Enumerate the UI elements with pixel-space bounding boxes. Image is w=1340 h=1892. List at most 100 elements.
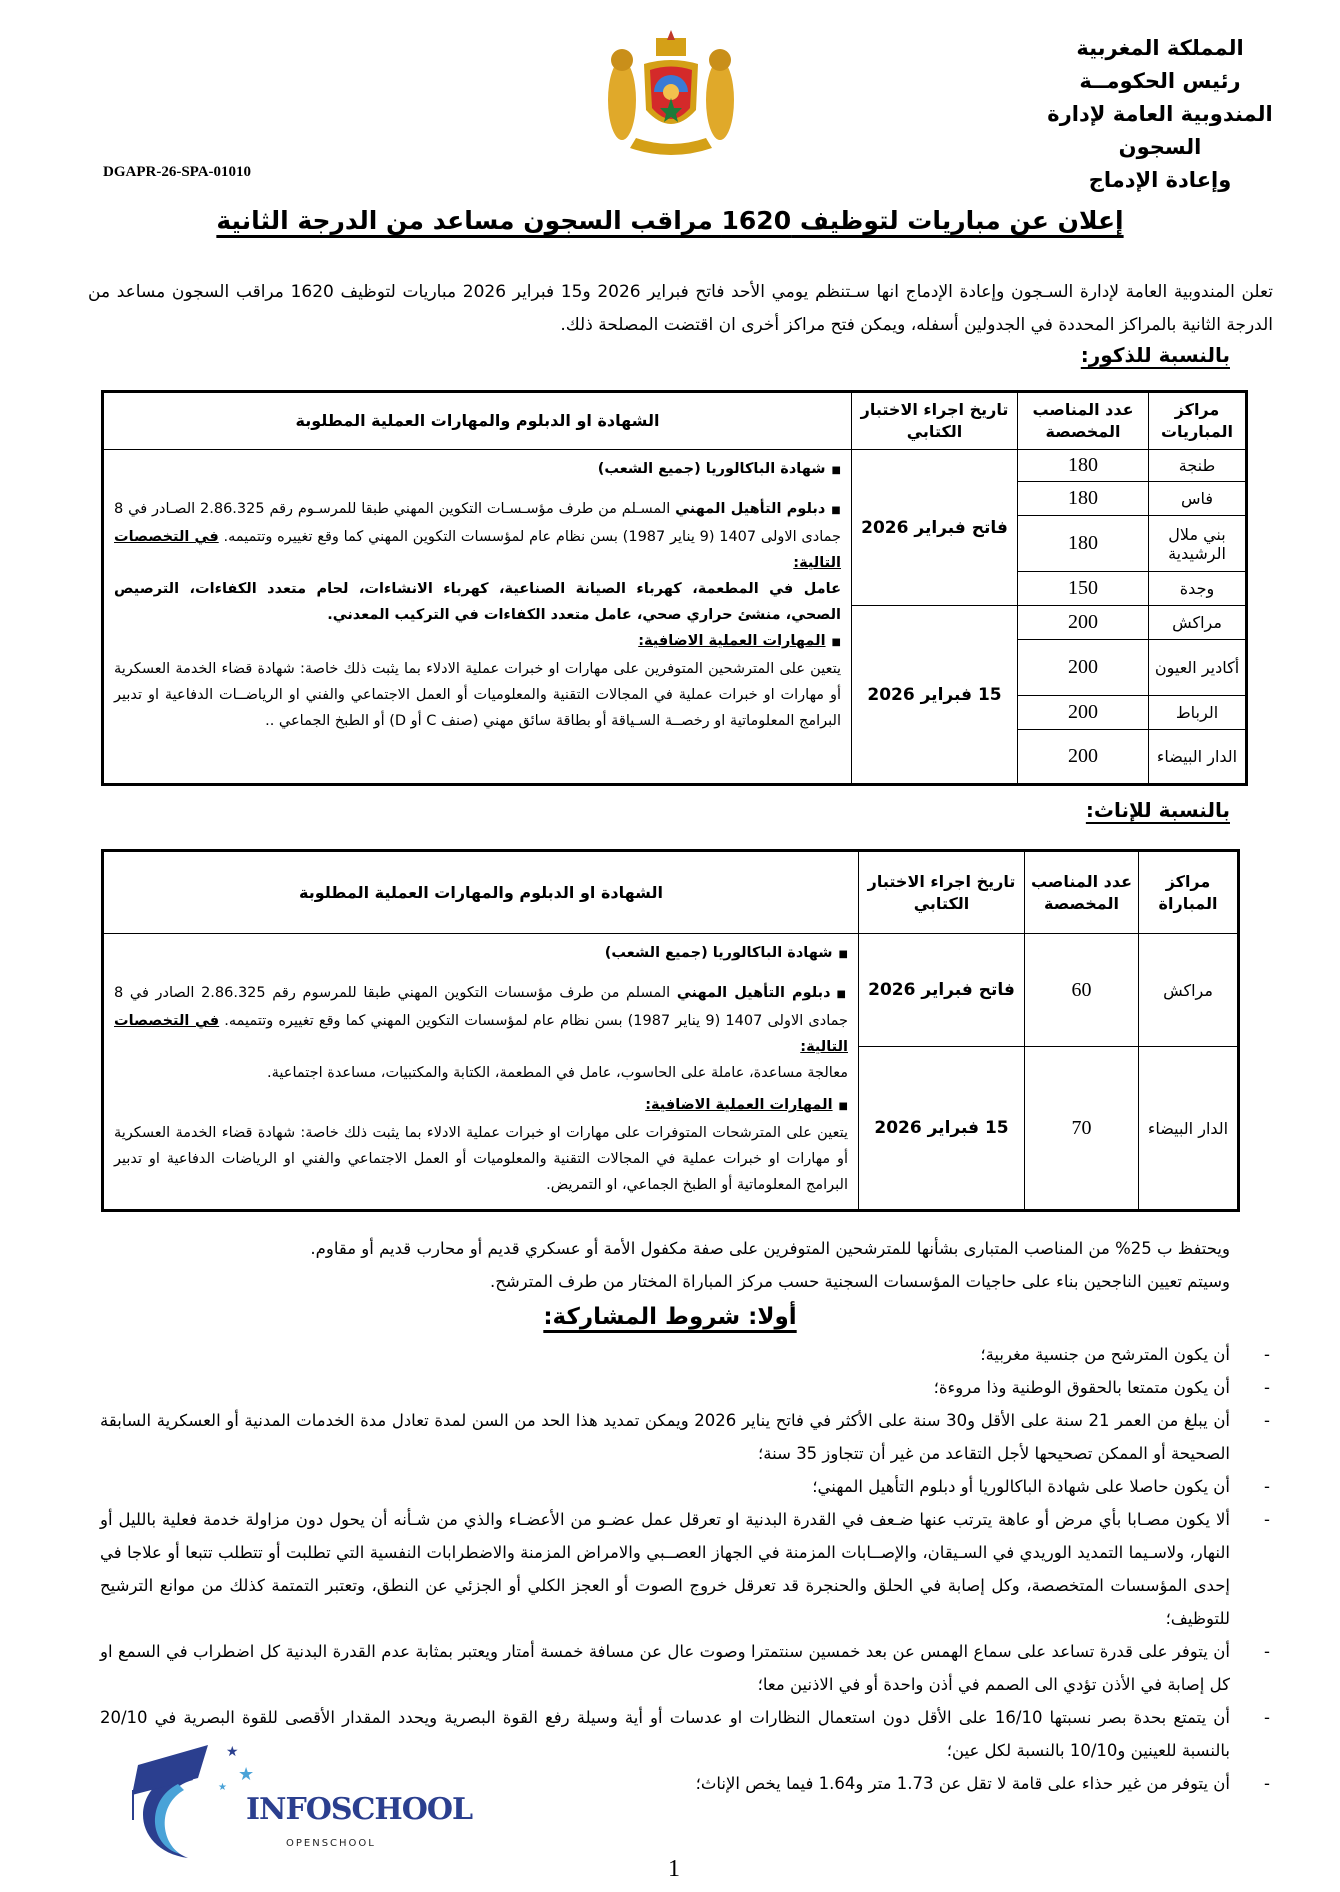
list-item: - أن يكون متمتعا بالحقوق الوطنية وذا مروء… [100,1371,1270,1404]
skills-text: يتعين على المترشحات المتوفرات على مهارات… [114,1125,848,1193]
intro-paragraph: تعلن المندوبية العامة لإدارة السـجون وإع… [88,282,1273,335]
condition-text: أن يتوفر على قدرة تساعد على سماع الهمس ع… [100,1642,1230,1694]
bullet-icon: ■ [838,1101,848,1112]
dash-bullet-icon: - [1264,1774,1270,1793]
center-cell: الدار البيضاء [1138,1046,1239,1211]
date-cell: 15 فبراير 2026 [858,1046,1025,1211]
dash-bullet-icon: - [1264,1345,1270,1364]
column-header: عدد المناصب المخصصة [1024,850,1139,934]
list-item: - أن يتمتع بحدة بصر نسبتها 16/10 على الأق… [100,1701,1270,1767]
dash-bullet-icon: - [1264,1642,1270,1661]
table-row: مراكش 200 15 فبراير 2026 [103,605,1247,785]
conditions-heading-text: أولا: شروط المشاركة: [543,1304,797,1330]
table-row: طنجة 180 فاتح فبراير 2026 ■ شهادة الباكال… [102,449,1247,785]
svg-text:★: ★ [218,1782,227,1793]
header-line: المملكة المغربية [1076,36,1244,60]
bullet-icon: ■ [836,989,849,1000]
count-cell: 200 [1017,695,1149,730]
condition-text: أن يتوفر من غير حذاء على قامة لا تقل عن … [695,1774,1230,1793]
count-cell: 200 [1017,639,1149,696]
dash-bullet-icon: - [1264,1378,1270,1397]
center-cell: فاس [1148,481,1247,516]
title-text: إعلان عن مباريات لتوظيف 1620 مراقب السجو… [216,206,1124,235]
date-cell: فاتح فبراير 2026 [858,933,1025,1047]
bac-requirement: شهادة الباكالوريا (جميع الشعب) [604,945,833,961]
watermark-name: INFOSCHOOL [246,1792,473,1827]
column-header: عدد المناصب المخصصة [1017,391,1149,450]
females-heading: بالنسبة للإناث: [1085,798,1230,822]
specialties-label: في التخصصات التالية: [114,1013,848,1055]
svg-text:★: ★ [226,1744,239,1760]
diploma-label: دبلوم التأهيل المهني [675,501,826,517]
conditions-list: - أن يكون المترشح من جنسية مغربية؛ - أن يك… [100,1338,1270,1800]
header-line: المندوبية العامة لإدارة السجون [1047,102,1273,159]
table-row: بني ملال الرشيدية 180 [103,515,1247,572]
condition-text: أن يكون متمتعا بالحقوق الوطنية وذا مروءة… [933,1378,1230,1397]
bullet-icon: ■ [831,505,841,516]
count-cell: 180 [1017,515,1149,572]
condition-text: أن يتمتع بحدة بصر نسبتها 16/10 على الأقل… [100,1708,1230,1760]
center-cell: وجدة [1148,571,1247,606]
column-header: الشهادة او الدبلوم والمهارات العملية الم… [102,391,852,450]
center-cell: طنجة [1148,449,1247,482]
count-cell: 60 [1024,933,1139,1047]
page-number: 1 [668,1856,680,1882]
center-cell: الدار البيضاء [1148,729,1247,785]
date-cell: فاتح فبراير 2026 [851,449,1018,606]
table-row: الدار البيضاء 70 15 فبراير 2026 [103,1046,1239,1211]
count-cell: 180 [1017,449,1149,482]
column-header: مراكز المباريات [1148,391,1247,450]
center-cell: مراكش [1148,605,1247,640]
center-cell: الرباط [1148,695,1247,730]
table-header-row: مراكز المباراة عدد المناصب المخصصة تاريخ… [102,850,1239,934]
diploma-text: المسـلم من طرف مؤسـسـات التكوين المهني ط… [114,501,841,545]
column-header: تاريخ اجراء الاختبار الكتابي [851,391,1018,450]
date-cell: 15 فبراير 2026 [851,605,1018,785]
list-item: - ألا يكون مصـابا بأي مرض أو عاهة يترتب ع… [100,1503,1270,1635]
count-cell: 180 [1017,481,1149,516]
watermark-tagline: OPENSCHOOL [286,1838,376,1849]
coat-of-arms-emblem [600,30,742,162]
specialties-label: في التخصصات التالية: [114,529,841,571]
skills-text: يتعين على المترشحين المتوفرين على مهارات… [114,661,841,729]
infoschool-watermark-logo: ★ ★ ★ INFOSCHOOL OPENSCHOOL [118,1740,488,1860]
table-row: وجدة 150 [103,571,1247,606]
count-cell: 150 [1017,571,1149,606]
dash-bullet-icon: - [1264,1477,1270,1496]
list-item: - أن يتوفر على قدرة تساعد على سماع الهمس … [100,1635,1270,1701]
header-line: رئيس الحكومــة [1079,69,1241,93]
center-cell: بني ملال الرشيدية [1148,515,1247,572]
column-header: مراكز المباراة [1138,850,1239,934]
count-cell: 70 [1024,1046,1139,1211]
table-row: مراكش 60 فاتح فبراير 2026 ■ شهادة الباكال… [102,933,1239,1211]
ministry-header: المملكة المغربية رئيس الحكومــة المندوبي… [1010,32,1310,197]
diploma-text: المسلم من طرف مؤسسات التكوين المهني طبقا… [114,985,848,1029]
condition-text: أن يكون حاصلا على شهادة الباكالوريا أو د… [812,1477,1230,1496]
svg-text:★: ★ [238,1764,254,1785]
notes: ويحتفظ ب 25% من المناصب المتبارى بشأنها … [100,1232,1230,1298]
list-item: - أن يتوفر من غير حذاء على قامة لا تقل عن… [100,1767,1270,1800]
bac-requirement: شهادة الباكالوريا (جميع الشعب) [597,461,826,477]
condition-text: أن يكون المترشح من جنسية مغربية؛ [980,1345,1230,1364]
conditions-heading: أولا: شروط المشاركة: [0,1304,1340,1330]
table-row: الدار البيضاء 200 [103,729,1247,785]
bullet-icon: ■ [838,949,848,960]
assignment-note: وسيتم تعيين الناجحين بناء على حاجيات الم… [489,1272,1230,1291]
bullet-icon: ■ [831,637,841,648]
diploma-label: دبلوم التأهيل المهني [676,985,831,1001]
count-cell: 200 [1017,729,1149,785]
bullet-icon: ■ [831,465,841,476]
specialties-list: معالجة مساعدة، عاملة على الحاسوب، عامل ف… [267,1065,848,1081]
skills-label: المهارات العملية الاضافية: [645,1097,833,1113]
condition-text: ألا يكون مصـابا بأي مرض أو عاهة يترتب عن… [100,1510,1230,1628]
males-table: مراكز المباريات عدد المناصب المخصصة تاري… [101,390,1248,786]
specialties-list: عامل في المطعمة، كهرباء الصيانة الصناعية… [114,581,841,623]
skills-label: المهارات العملية الاضافية: [638,633,826,649]
females-table: مراكز المباراة عدد المناصب المخصصة تاريخ… [101,849,1240,1212]
dash-bullet-icon: - [1264,1510,1270,1529]
list-item: - أن يبلغ من العمر 21 سنة على الأقل و30 س… [100,1404,1270,1470]
condition-text: أن يبلغ من العمر 21 سنة على الأقل و30 سن… [100,1411,1231,1463]
center-cell: أكادير العيون [1148,639,1247,696]
page-title: إعلان عن مباريات لتوظيف 1620 مراقب السجو… [0,206,1340,235]
quota-note: ويحتفظ ب 25% من المناصب المتبارى بشأنها … [310,1239,1230,1258]
